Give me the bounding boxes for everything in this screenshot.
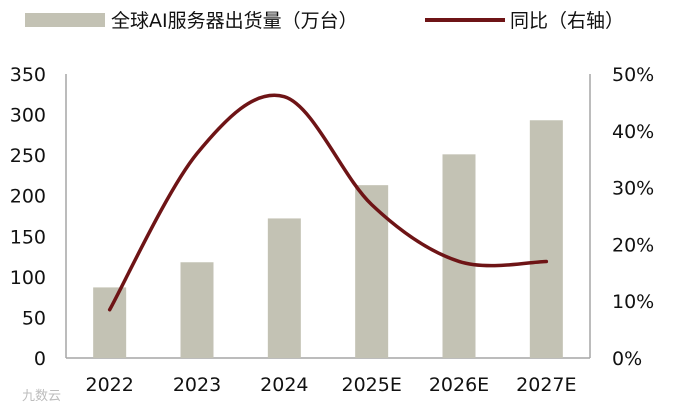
x-tick-label: 2022 [85, 374, 133, 396]
left-tick-label: 0 [34, 348, 46, 370]
legend-swatch-bar [25, 13, 105, 27]
x-tick-label: 2024 [260, 374, 308, 396]
right-tick-label: 50% [612, 64, 654, 86]
bar-2023 [180, 262, 214, 358]
bar-2025E [355, 185, 389, 358]
right-tick-label: 40% [612, 121, 654, 143]
x-tick-label: 2025E [341, 374, 401, 396]
left-tick-label: 150 [10, 226, 46, 248]
bar-2027E [529, 120, 563, 358]
left-tick-label: 250 [10, 145, 46, 167]
left-tick-label: 350 [10, 64, 46, 86]
bar-2024 [267, 218, 301, 358]
x-tick-label: 2026E [429, 374, 489, 396]
yoy-growth-line [107, 93, 549, 312]
left-tick-label: 100 [10, 267, 46, 289]
line-series [107, 93, 549, 312]
right-tick-label: 10% [612, 291, 654, 313]
legend: 全球AI服务器出货量（万台） 同比（右轴） [25, 10, 624, 32]
right-tick-label: 0% [612, 348, 642, 370]
bar-2022 [93, 287, 127, 358]
left-tick-label: 50 [22, 307, 46, 329]
tick-labels: 0 50 100 150 200 250 300 350 0% 10% 20% 30% 40% 50% 20… [10, 64, 655, 396]
axes [65, 74, 591, 359]
right-tick-label: 20% [612, 234, 654, 256]
bars [93, 120, 563, 358]
x-tick-label: 2023 [173, 374, 221, 396]
left-tick-label: 300 [10, 105, 46, 127]
legend-label-bar: 全球AI服务器出货量（万台） [111, 10, 358, 32]
left-tick-label: 200 [10, 186, 46, 208]
watermark: 九数云 [22, 389, 61, 404]
x-tick-label: 2027E [516, 374, 576, 396]
legend-label-line: 同比（右轴） [510, 10, 624, 32]
right-tick-label: 30% [612, 178, 654, 200]
